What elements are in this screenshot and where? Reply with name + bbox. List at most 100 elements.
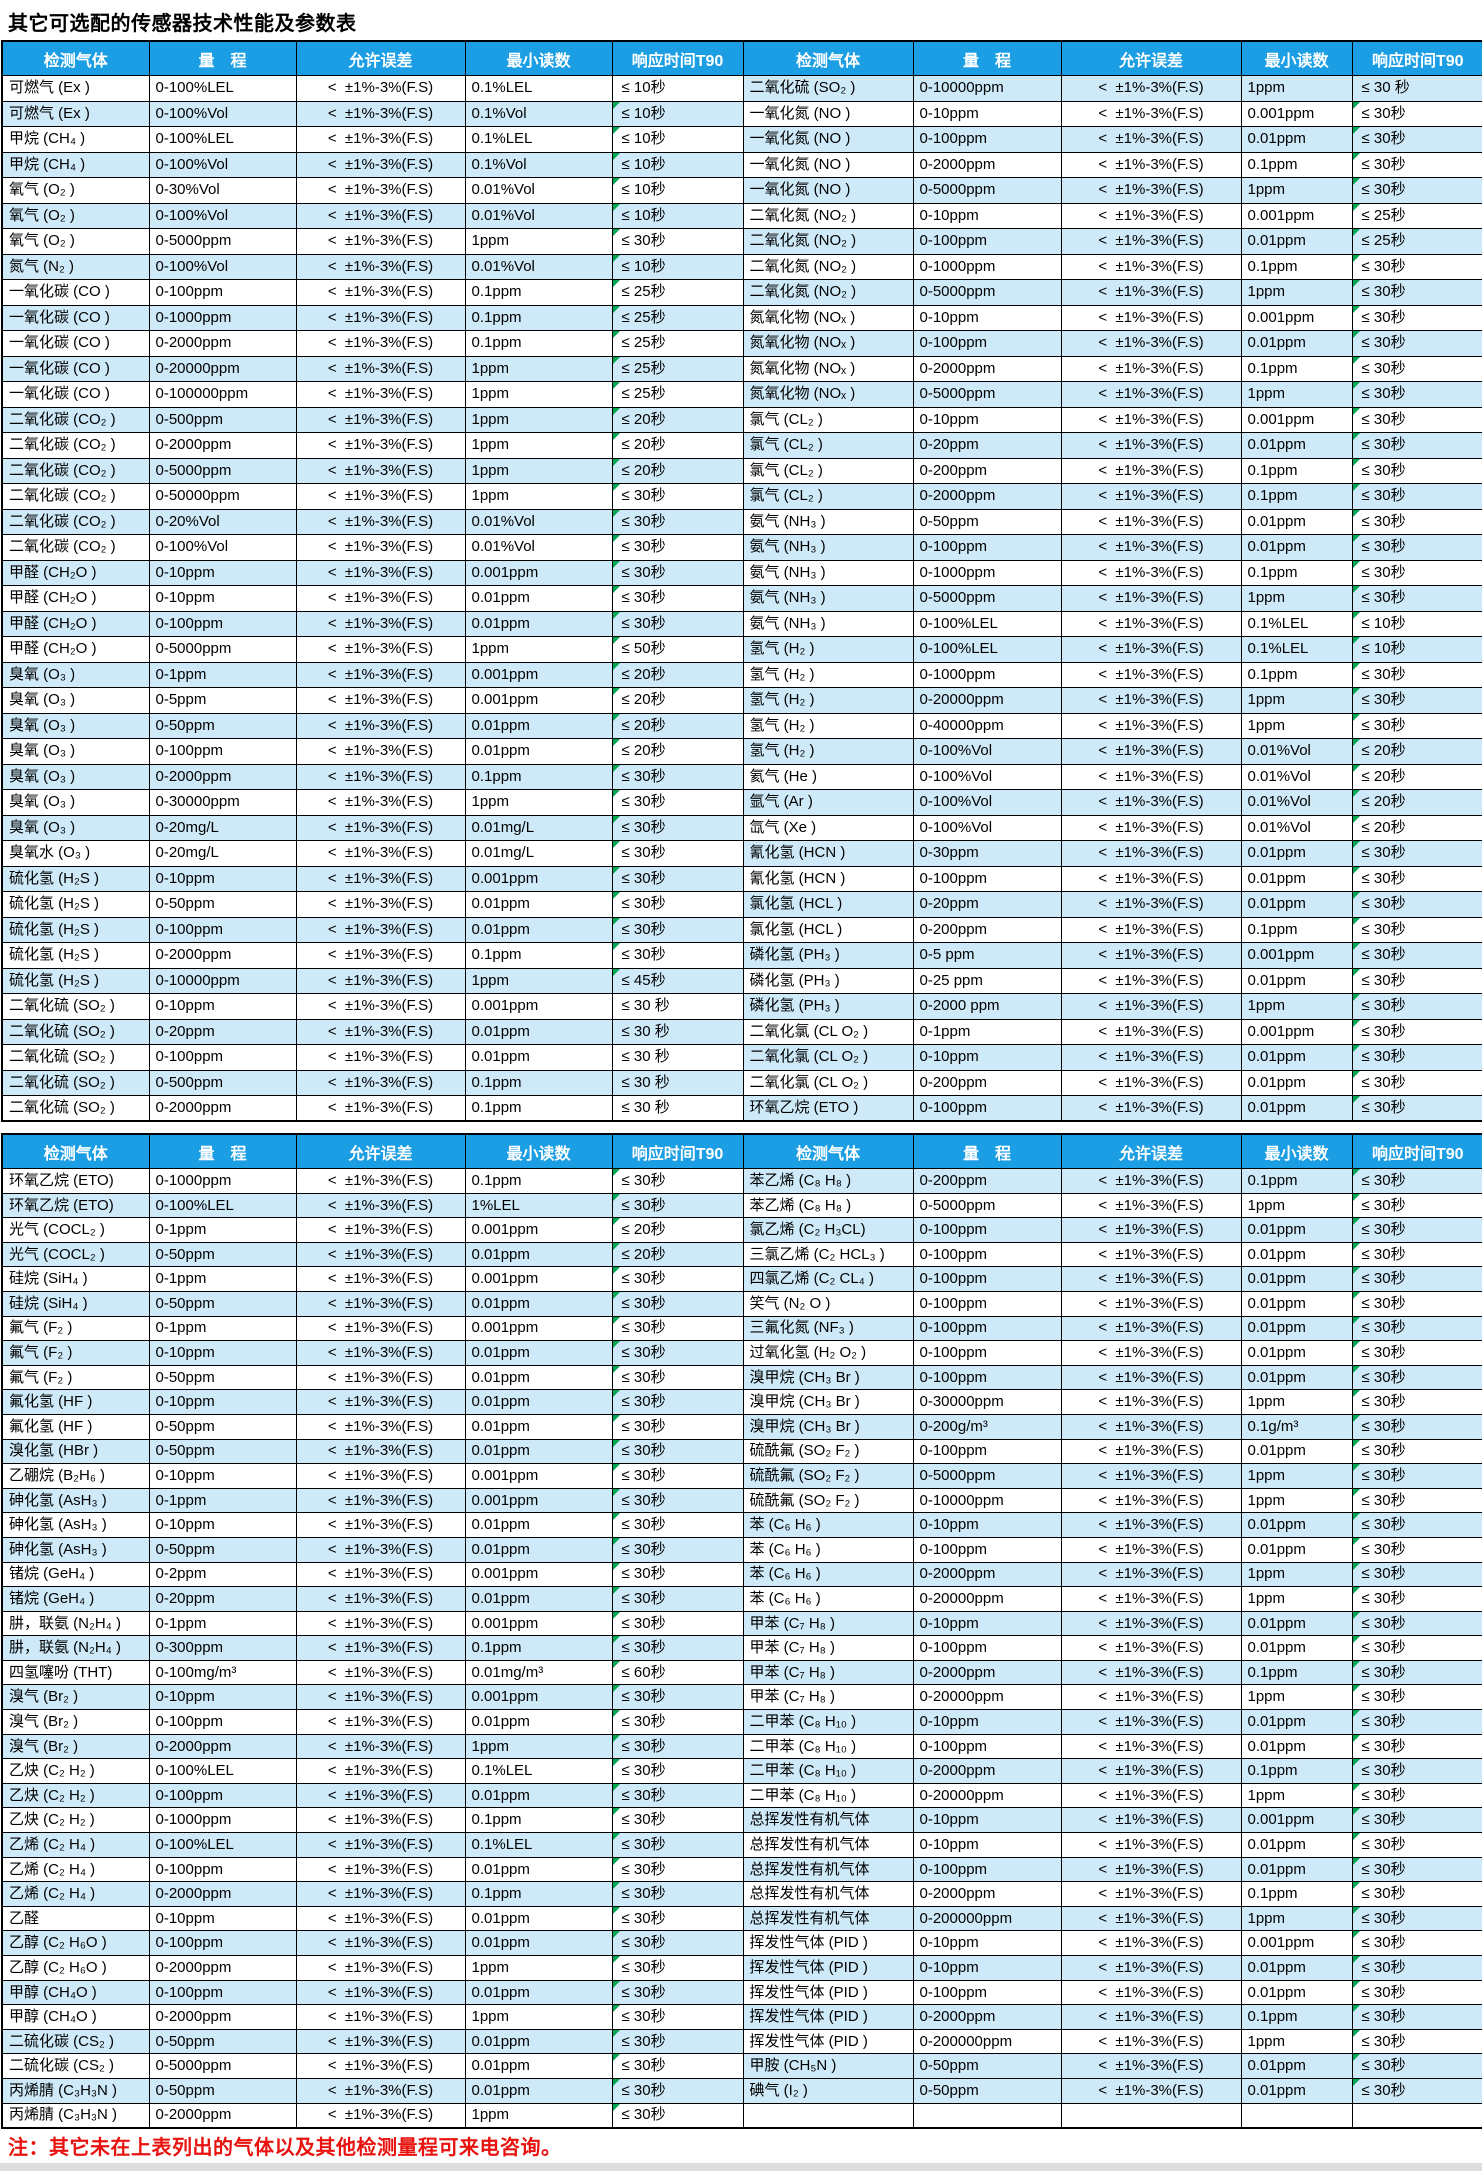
error-cell: < ±1%-3%(F.S) <box>1060 406 1242 433</box>
gas-cell: 甲醇 (CH₄O ) <box>1 2004 150 2030</box>
table-row: 肼，联氨 (N₂H₄ ) 0-1ppm < ±1%-3%(F.S) 0.001ppm ≤… <box>1 1610 1482 1637</box>
range-cell: 0-2000ppm <box>912 1659 1062 1686</box>
table-row: 乙醛 0-10ppm < ±1%-3%(F.S) 0.01ppm ≤ 30秒 总挥发性有机… <box>1 1905 1482 1932</box>
t90-cell: ≤ 30秒 <box>611 1610 744 1637</box>
range-cell: 0-100%Vol <box>148 253 297 280</box>
table-row: 二氧化碳 (CO₂ ) 0-2000ppm < ±1%-3%(F.S) 1ppm ≤ 2… <box>1 432 1482 459</box>
range-cell: 0-2000ppm <box>148 432 297 459</box>
t90-cell: ≤ 10秒 <box>611 253 744 280</box>
t90-cell: ≤ 30秒 <box>1351 1979 1482 2006</box>
range-cell: 0-100ppm <box>912 1856 1062 1883</box>
range-cell: 0-10ppm <box>912 1512 1062 1538</box>
gas-cell: 氯气 (CL₂ ) <box>742 483 914 510</box>
error-cell: < ±1%-3%(F.S) <box>295 2053 466 2079</box>
t90-cell: ≤ 30秒 <box>1351 1095 1482 1122</box>
range-cell: 0-10ppm <box>148 1512 297 1538</box>
min-reading-cell: 1ppm <box>1240 75 1353 102</box>
t90-cell: ≤ 30秒 <box>1351 483 1482 510</box>
error-cell: < ±1%-3%(F.S) <box>1060 355 1242 382</box>
gas-cell: 氮氧化物 (NOₓ ) <box>742 330 914 357</box>
min-reading-cell: 1ppm <box>1240 1782 1353 1809</box>
range-cell: 0-100ppm <box>148 1782 297 1809</box>
t90-cell: ≤ 30秒 <box>1351 1635 1482 1661</box>
error-cell: < ±1%-3%(F.S) <box>295 585 466 612</box>
min-reading-cell: 0.01%Vol <box>1240 814 1353 841</box>
table-row: 丙烯腈 (C₃H₃N ) 0-50ppm < ±1%-3%(F.S) 0.01ppm ≤… <box>1 2077 1482 2104</box>
t90-cell: ≤ 30秒 <box>1351 2053 1482 2079</box>
gas-cell: 砷化氢 (AsH₃ ) <box>1 1487 150 1514</box>
min-reading-cell: 0.01ppm <box>464 1340 613 1366</box>
error-cell: < ±1%-3%(F.S) <box>1060 763 1242 790</box>
column-header-range: 量 程 <box>912 40 1062 76</box>
min-reading-cell: 0.01ppm <box>1240 432 1353 459</box>
gas-cell: 氢气 (H₂ ) <box>742 661 914 688</box>
range-cell: 0-2000ppm <box>148 1881 297 1907</box>
table-row: 氟气 (F₂ ) 0-1ppm < ±1%-3%(F.S) 0.001ppm ≤ 30秒… <box>1 1315 1482 1342</box>
gas-cell: 溴气 (Br₂ ) <box>1 1733 150 1760</box>
error-cell: < ±1%-3%(F.S) <box>1060 636 1242 663</box>
gas-cell: 氢气 (H₂ ) <box>742 636 914 663</box>
min-reading-cell: 1ppm <box>1240 177 1353 204</box>
t90-cell: ≤ 20秒 <box>611 661 744 688</box>
min-reading-cell: 0.001ppm <box>464 865 613 892</box>
min-reading-cell: 0.01ppm <box>464 1018 613 1045</box>
t90-cell: ≤ 30 秒 <box>611 1018 744 1045</box>
range-cell: 0-1000ppm <box>912 559 1062 586</box>
t90-cell: ≤ 30秒 <box>611 1881 744 1907</box>
min-reading-cell: 0.01ppm <box>464 1536 613 1563</box>
t90-cell: ≤ 30秒 <box>1351 1340 1482 1366</box>
t90-cell: ≤ 30秒 <box>1351 1610 1482 1637</box>
min-reading-cell: 0.001ppm <box>464 1561 613 1588</box>
t90-cell: ≤ 20秒 <box>611 406 744 433</box>
table-row: 乙硼烷 (B₂H₆ ) 0-10ppm < ±1%-3%(F.S) 0.001ppm ≤… <box>1 1463 1482 1489</box>
min-reading-cell: 0.1ppm <box>1240 1758 1353 1784</box>
gas-cell: 氯气 (CL₂ ) <box>742 406 914 433</box>
gas-cell: 氰化氢 (HCN ) <box>742 865 914 892</box>
error-cell: < ±1%-3%(F.S) <box>1060 1044 1242 1071</box>
t90-cell: ≤ 30秒 <box>611 1168 744 1194</box>
gas-cell: 甲苯 (C₇ H₈ ) <box>742 1659 914 1686</box>
range-cell: 0-10000ppm <box>912 75 1062 102</box>
min-reading-cell: 0.1ppm <box>464 304 613 331</box>
t90-cell: ≤ 25秒 <box>611 279 744 306</box>
error-cell: < ±1%-3%(F.S) <box>1060 1635 1242 1661</box>
error-cell: < ±1%-3%(F.S) <box>295 304 466 331</box>
min-reading-cell: 0.01ppm <box>464 1413 613 1440</box>
min-reading-cell: 0.01ppm <box>464 1044 613 1071</box>
range-cell: 0-5000ppm <box>148 2053 297 2079</box>
error-cell: < ±1%-3%(F.S) <box>295 1290 466 1317</box>
range-cell: 0-50ppm <box>148 1413 297 1440</box>
gas-cell: 挥发性气体 (PID ) <box>742 1979 914 2006</box>
error-cell: < ±1%-3%(F.S) <box>295 1044 466 1071</box>
range-cell: 0-20%Vol <box>148 508 297 535</box>
min-reading-cell: 0.001ppm <box>1240 100 1353 127</box>
min-reading-cell: 0.01ppm <box>1240 1290 1353 1317</box>
error-cell: < ±1%-3%(F.S) <box>1060 483 1242 510</box>
t90-cell: ≤ 30秒 <box>1351 1782 1482 1809</box>
gas-cell: 甲醛 (CH₂O ) <box>1 610 150 637</box>
error-cell: < ±1%-3%(F.S) <box>1060 1684 1242 1711</box>
table-row: 甲醛 (CH₂O ) 0-5000ppm < ±1%-3%(F.S) 1ppm ≤ 50… <box>1 636 1482 663</box>
min-reading-cell: 0.01ppm <box>464 891 613 918</box>
error-cell: < ±1%-3%(F.S) <box>295 1315 466 1342</box>
t90-cell: ≤ 30秒 <box>1351 1733 1482 1760</box>
range-cell: 0-1ppm <box>148 1217 297 1243</box>
table-row: 光气 (COCL₂ ) 0-1ppm < ±1%-3%(F.S) 0.001ppm ≤ … <box>1 1217 1482 1243</box>
range-cell: 0-200ppm <box>912 457 1062 484</box>
error-cell: < ±1%-3%(F.S) <box>295 1955 466 1981</box>
table-row: 氟化氢 (HF ) 0-10ppm < ±1%-3%(F.S) 0.01ppm ≤ 30… <box>1 1389 1482 1415</box>
range-cell: 0-500ppm <box>148 406 297 433</box>
t90-cell: ≤ 30秒 <box>611 1635 744 1661</box>
table-row: 硅烷 (SiH₄ ) 0-50ppm < ±1%-3%(F.S) 0.01ppm ≤ 3… <box>1 1290 1482 1317</box>
range-cell: 0-500ppm <box>148 1069 297 1096</box>
t90-cell: ≤ 30秒 <box>1351 100 1482 127</box>
range-cell: 0-1000ppm <box>148 1168 297 1194</box>
range-cell: 0-100ppm <box>912 1364 1062 1391</box>
error-cell: < ±1%-3%(F.S) <box>1060 1709 1242 1735</box>
gas-cell: 四氢噻吩 (THT) <box>1 1659 150 1686</box>
range-cell: 0-10ppm <box>912 1709 1062 1735</box>
range-cell: 0-1ppm <box>912 1018 1062 1045</box>
error-cell: < ±1%-3%(F.S) <box>295 1463 466 1489</box>
t90-cell: ≤ 30秒 <box>611 1536 744 1563</box>
gas-cell: 二氧化碳 (CO₂ ) <box>1 406 150 433</box>
